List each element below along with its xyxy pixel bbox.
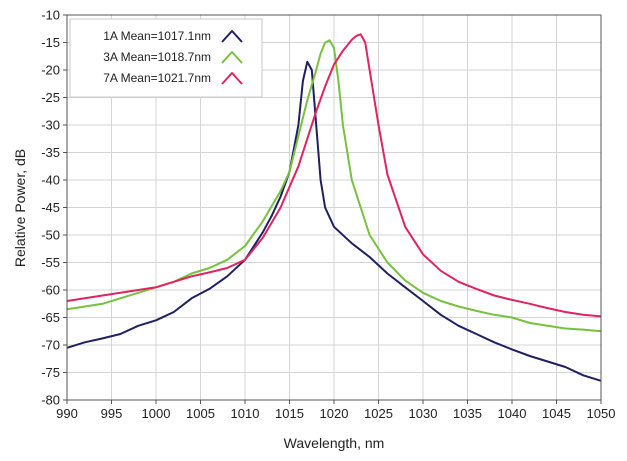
y-tick-label: -40 [41,173,60,188]
y-tick-label: -15 [41,35,60,50]
y-tick-label: -10 [41,8,60,23]
x-tick-label: 995 [101,406,123,421]
x-axis-label: Wavelength, nm [284,435,385,451]
series-lines [66,33,602,382]
legend-swatch-2 [221,51,243,64]
legend-label-2: 3A Mean=1018.7nm [103,50,211,64]
y-tick-label: -45 [41,200,60,215]
x-tick-label: 1035 [453,406,482,421]
x-tick-label: 1030 [409,406,438,421]
x-tick-label: 1005 [186,406,215,421]
y-tick-label: -35 [41,145,60,160]
x-tick-label: 1025 [364,406,393,421]
x-tick-label: 1020 [320,406,349,421]
legend-label-3: 7A Mean=1021.7nm [103,71,211,85]
x-tick-label: 1045 [542,406,571,421]
y-tick-label: -50 [41,228,60,243]
y-tick-label: -55 [41,255,60,270]
x-tick-label: 1010 [231,406,260,421]
legend-label-1: 1A Mean=1017.1nm [103,29,211,43]
legend: 1A Mean=1017.1nm 3A Mean=1018.7nm 7A Mean=… [69,18,263,98]
y-tick-label: -60 [41,283,60,298]
y-tick-label: -20 [41,63,60,78]
y-tick-label: -70 [41,338,60,353]
y-tick-label: -25 [41,90,60,105]
series-line-1 [66,60,602,382]
legend-swatch-3 [221,72,243,85]
y-tick-label: -65 [41,310,60,325]
y-tick-label: -80 [41,393,60,408]
y-tick-label: -75 [41,365,60,380]
y-axis-label: Relative Power, dB [12,149,28,267]
y-tick-label: -30 [41,118,60,133]
x-tick-label: 990 [56,406,78,421]
x-tick-label: 1050 [587,406,616,421]
x-tick-label: 1015 [275,406,304,421]
x-tick-label: 1000 [142,406,171,421]
x-tick-label: 1040 [498,406,527,421]
legend-swatch-1 [221,30,243,43]
tick-labels: 990 995 1000 1005 1010 1015 1020 1025 1030 1035 10… [41,8,615,422]
series-line-3 [66,33,602,318]
